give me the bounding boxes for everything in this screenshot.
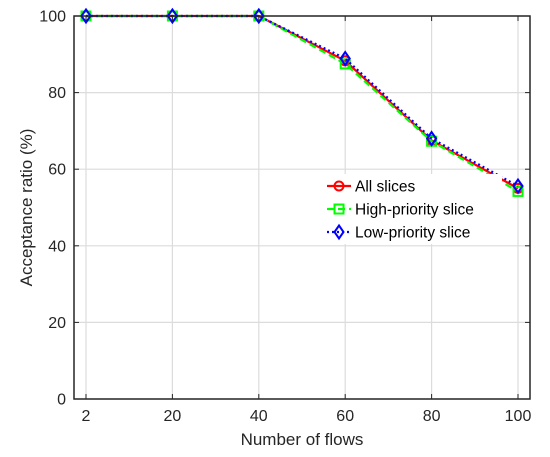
series-marker <box>512 177 524 195</box>
series-marker <box>253 7 265 25</box>
series-marker <box>425 130 438 147</box>
series-marker <box>80 7 92 25</box>
x-axis-label: Number of flows <box>241 430 364 449</box>
x-tick-label: 2 <box>82 408 91 425</box>
legend: All slices High-priority slice Low-priorit… <box>320 174 502 244</box>
legend-label: Low-priority slice <box>355 225 470 242</box>
axis-ticks: 2 20 40 60 80 100 0 20 40 60 80 100 <box>39 9 531 426</box>
y-tick-label: 60 <box>48 162 66 179</box>
y-tick-label: 80 <box>48 85 66 102</box>
x-tick-label: 100 <box>505 408 532 425</box>
series-marker <box>339 50 351 67</box>
legend-marker <box>333 180 345 192</box>
y-tick-label: 40 <box>48 238 66 255</box>
x-tick-label: 20 <box>164 408 182 425</box>
y-tick-label: 100 <box>39 9 66 26</box>
y-axis-label: Acceptance ratio (%) <box>17 129 36 287</box>
legend-marker <box>333 223 345 241</box>
x-tick-label: 60 <box>336 408 354 425</box>
grid-lines <box>74 15 530 400</box>
legend-label: High-priority slice <box>355 202 474 219</box>
legend-label: All slices <box>355 179 416 196</box>
series-marker <box>512 185 524 197</box>
x-tick-label: 40 <box>250 408 268 425</box>
legend-marker <box>333 203 345 215</box>
series-marker <box>166 7 179 25</box>
plot-frame <box>73 15 531 400</box>
y-tick-label: 20 <box>48 315 66 332</box>
y-tick-label: 0 <box>57 392 66 409</box>
x-tick-label: 80 <box>423 408 441 425</box>
